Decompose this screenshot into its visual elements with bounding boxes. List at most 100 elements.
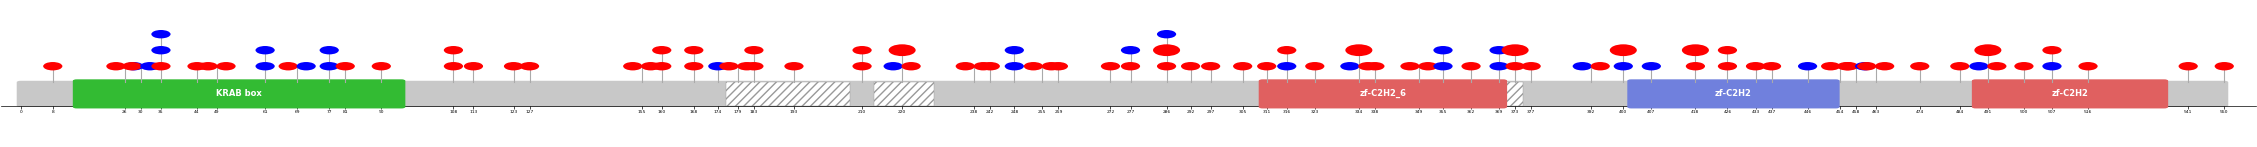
Ellipse shape	[1609, 44, 1636, 56]
Ellipse shape	[519, 62, 539, 70]
Ellipse shape	[745, 62, 763, 70]
Ellipse shape	[187, 62, 208, 70]
Ellipse shape	[217, 62, 235, 70]
Ellipse shape	[882, 62, 903, 70]
Ellipse shape	[980, 62, 1000, 70]
Ellipse shape	[1501, 44, 1528, 56]
FancyBboxPatch shape	[16, 81, 2228, 107]
Ellipse shape	[2079, 62, 2097, 70]
Ellipse shape	[1839, 62, 1858, 70]
Text: zf-C2H2: zf-C2H2	[1715, 89, 1751, 98]
Ellipse shape	[255, 62, 275, 70]
Ellipse shape	[1970, 62, 1988, 70]
Ellipse shape	[738, 62, 756, 70]
Ellipse shape	[1122, 62, 1140, 70]
FancyBboxPatch shape	[1259, 79, 1508, 108]
Ellipse shape	[1365, 62, 1384, 70]
Ellipse shape	[503, 62, 524, 70]
Ellipse shape	[1277, 62, 1296, 70]
Bar	[873, 82, 934, 106]
Ellipse shape	[1837, 62, 1855, 70]
Ellipse shape	[445, 46, 463, 54]
Ellipse shape	[151, 30, 172, 38]
Ellipse shape	[140, 62, 160, 70]
Ellipse shape	[1747, 62, 1765, 70]
Ellipse shape	[1025, 62, 1043, 70]
Ellipse shape	[1004, 62, 1025, 70]
Ellipse shape	[1050, 62, 1068, 70]
Ellipse shape	[709, 62, 727, 70]
Ellipse shape	[320, 46, 339, 54]
Ellipse shape	[1686, 62, 1704, 70]
Ellipse shape	[1681, 44, 1709, 56]
Ellipse shape	[1305, 62, 1325, 70]
Ellipse shape	[1122, 46, 1140, 54]
Ellipse shape	[1505, 62, 1526, 70]
Ellipse shape	[122, 62, 142, 70]
Ellipse shape	[1986, 62, 2006, 70]
Ellipse shape	[901, 62, 921, 70]
Ellipse shape	[1641, 62, 1661, 70]
Ellipse shape	[445, 62, 463, 70]
FancyBboxPatch shape	[1973, 79, 2169, 108]
Ellipse shape	[684, 62, 704, 70]
Ellipse shape	[151, 46, 172, 54]
Ellipse shape	[465, 62, 483, 70]
Ellipse shape	[1158, 62, 1176, 70]
Ellipse shape	[1043, 62, 1061, 70]
Ellipse shape	[1718, 62, 1738, 70]
Ellipse shape	[1909, 62, 1930, 70]
Ellipse shape	[1004, 46, 1025, 54]
Ellipse shape	[1433, 46, 1454, 54]
Text: KRAB box: KRAB box	[217, 89, 262, 98]
Ellipse shape	[1399, 62, 1420, 70]
Ellipse shape	[1490, 46, 1508, 54]
Ellipse shape	[1799, 62, 1817, 70]
Ellipse shape	[955, 62, 975, 70]
Ellipse shape	[1975, 44, 2002, 56]
Ellipse shape	[1201, 62, 1221, 70]
Ellipse shape	[652, 62, 670, 70]
Ellipse shape	[1158, 30, 1176, 38]
Ellipse shape	[1417, 62, 1438, 70]
Ellipse shape	[2178, 62, 2198, 70]
Ellipse shape	[1463, 62, 1481, 70]
Ellipse shape	[151, 62, 172, 70]
Ellipse shape	[641, 62, 661, 70]
Ellipse shape	[2043, 46, 2061, 54]
Ellipse shape	[199, 62, 217, 70]
Ellipse shape	[1855, 62, 1873, 70]
Ellipse shape	[1153, 44, 1180, 56]
Ellipse shape	[106, 62, 126, 70]
Ellipse shape	[1232, 62, 1253, 70]
Ellipse shape	[785, 62, 803, 70]
Ellipse shape	[889, 44, 916, 56]
Ellipse shape	[1718, 46, 1738, 54]
Ellipse shape	[1341, 62, 1359, 70]
Ellipse shape	[853, 62, 871, 70]
Ellipse shape	[1950, 62, 1970, 70]
Ellipse shape	[1763, 62, 1781, 70]
Ellipse shape	[1433, 62, 1454, 70]
Ellipse shape	[1858, 62, 1876, 70]
Ellipse shape	[278, 62, 298, 70]
Ellipse shape	[1614, 62, 1632, 70]
Ellipse shape	[2214, 62, 2234, 70]
Ellipse shape	[652, 46, 670, 54]
Ellipse shape	[1345, 44, 1372, 56]
Ellipse shape	[1180, 62, 1201, 70]
Ellipse shape	[2043, 62, 2061, 70]
Ellipse shape	[43, 62, 63, 70]
Ellipse shape	[1101, 62, 1119, 70]
Ellipse shape	[1257, 62, 1277, 70]
Ellipse shape	[623, 62, 643, 70]
Ellipse shape	[1277, 46, 1296, 54]
Ellipse shape	[973, 62, 993, 70]
Ellipse shape	[372, 62, 390, 70]
Ellipse shape	[1591, 62, 1609, 70]
Ellipse shape	[255, 46, 275, 54]
Text: zf-C2H2_6: zf-C2H2_6	[1359, 89, 1406, 98]
Ellipse shape	[296, 62, 316, 70]
Ellipse shape	[1490, 62, 1508, 70]
FancyBboxPatch shape	[72, 79, 406, 108]
